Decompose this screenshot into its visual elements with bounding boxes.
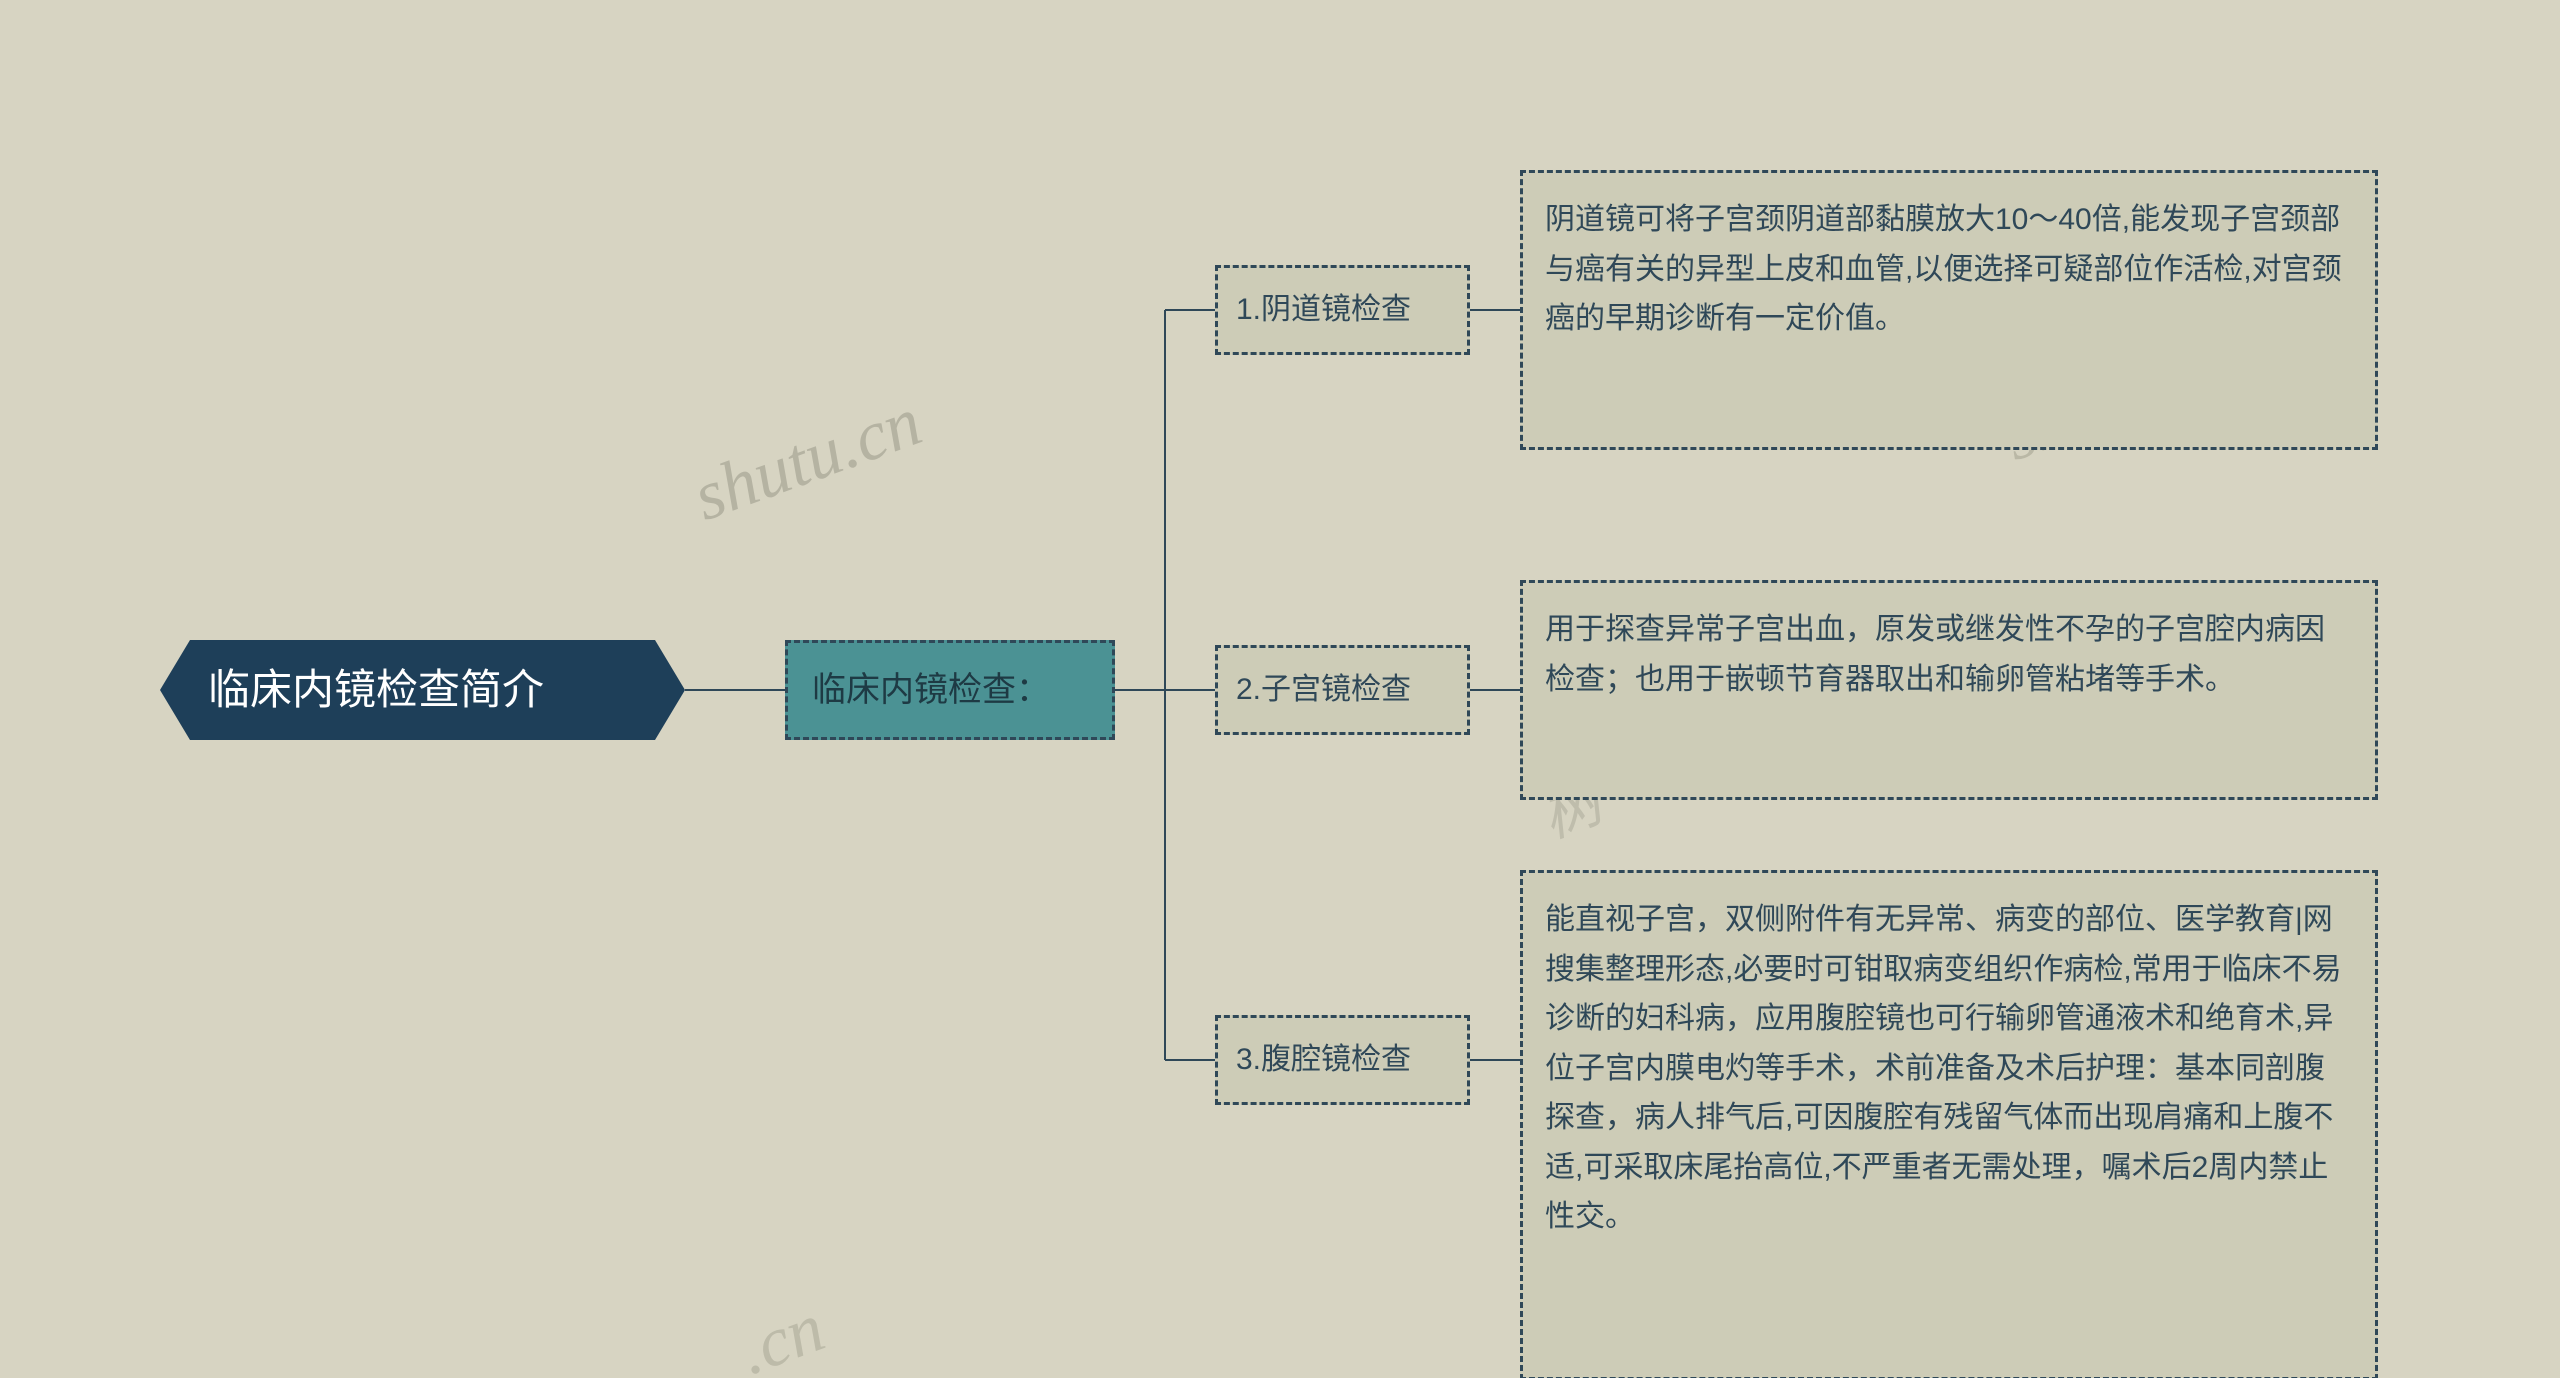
watermark: .cn: [729, 1288, 835, 1378]
category-node: 临床内镜检查：: [785, 640, 1115, 740]
item-desc-text: 能直视子宫，双侧附件有无异常、病变的部位、医学教育|网搜集整理形态,必要时可钳取…: [1545, 895, 2353, 1242]
mindmap-canvas: shutu.cnshutu.cn树.cn临床内镜检查简介临床内镜检查：1.阴道镜…: [0, 0, 2560, 1378]
item-title-label: 2.子宫镜检查: [1236, 666, 1411, 714]
item-title-label: 3.腹腔镜检查: [1236, 1036, 1411, 1084]
item-desc-text: 用于探查异常子宫出血，原发或继发性不孕的子宫腔内病因检查；也用于嵌顿节育器取出和…: [1545, 605, 2353, 704]
item-title-node: 3.腹腔镜检查: [1215, 1015, 1470, 1105]
item-desc-node: 用于探查异常子宫出血，原发或继发性不孕的子宫腔内病因检查；也用于嵌顿节育器取出和…: [1520, 580, 2378, 800]
root-node: 临床内镜检查简介: [160, 640, 685, 740]
item-title-node: 1.阴道镜检查: [1215, 265, 1470, 355]
category-label: 临床内镜检查：: [812, 663, 1050, 717]
item-desc-node: 能直视子宫，双侧附件有无异常、病变的部位、医学教育|网搜集整理形态,必要时可钳取…: [1520, 870, 2378, 1378]
item-desc-text: 阴道镜可将子宫颈阴道部黏膜放大10～40倍,能发现子宫颈部与癌有关的异型上皮和血…: [1545, 195, 2353, 344]
item-title-node: 2.子宫镜检查: [1215, 645, 1470, 735]
root-label: 临床内镜检查简介: [208, 656, 544, 723]
item-desc-node: 阴道镜可将子宫颈阴道部黏膜放大10～40倍,能发现子宫颈部与癌有关的异型上皮和血…: [1520, 170, 2378, 450]
item-title-label: 1.阴道镜检查: [1236, 286, 1411, 334]
watermark: shutu.cn: [683, 382, 931, 538]
